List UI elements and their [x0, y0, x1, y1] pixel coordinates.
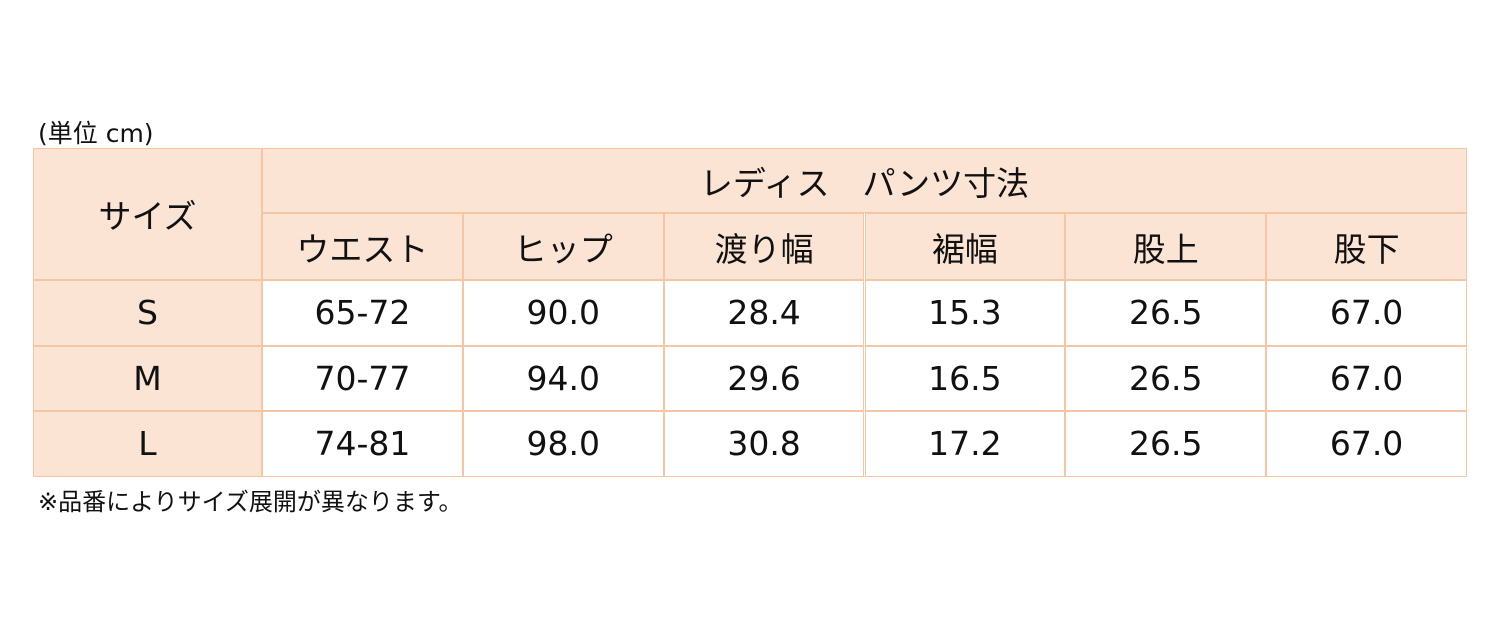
- unit-note: (単位 cm): [38, 119, 154, 148]
- table-cell: 67.0: [1266, 280, 1467, 346]
- table-cell: 28.4: [663, 280, 865, 346]
- table-cell: 26.5: [1065, 345, 1267, 411]
- row-header: L: [33, 411, 262, 477]
- table-cell: 26.5: [1065, 411, 1267, 477]
- table-cell: 26.5: [1065, 280, 1267, 346]
- footnote: ※品番によりサイズ展開が異なります。: [38, 488, 463, 516]
- column-header: 裾幅: [864, 213, 1066, 280]
- column-header: 渡り幅: [663, 213, 865, 280]
- row-header: S: [33, 280, 262, 346]
- column-header: ウエスト: [262, 213, 463, 280]
- table-cell: 16.5: [864, 345, 1066, 411]
- table-cell: 29.6: [663, 345, 865, 411]
- column-header: 股下: [1266, 213, 1467, 280]
- row-header: M: [33, 345, 262, 411]
- table-cell: 90.0: [462, 280, 664, 346]
- column-header: ヒップ: [462, 213, 664, 280]
- table-cell: 67.0: [1266, 411, 1467, 477]
- column-header: 股上: [1065, 213, 1267, 280]
- group-header: レディス パンツ寸法: [262, 148, 1467, 213]
- table-cell: 74-81: [262, 411, 463, 477]
- table-cell: 65-72: [262, 280, 463, 346]
- table-cell: 98.0: [462, 411, 664, 477]
- table-cell: 67.0: [1266, 345, 1467, 411]
- table-cell: 70-77: [262, 345, 463, 411]
- table-cell: 15.3: [864, 280, 1066, 346]
- table-cell: 30.8: [663, 411, 865, 477]
- table-cell: 17.2: [864, 411, 1066, 477]
- corner-header: サイズ: [33, 148, 262, 280]
- table-cell: 94.0: [462, 345, 664, 411]
